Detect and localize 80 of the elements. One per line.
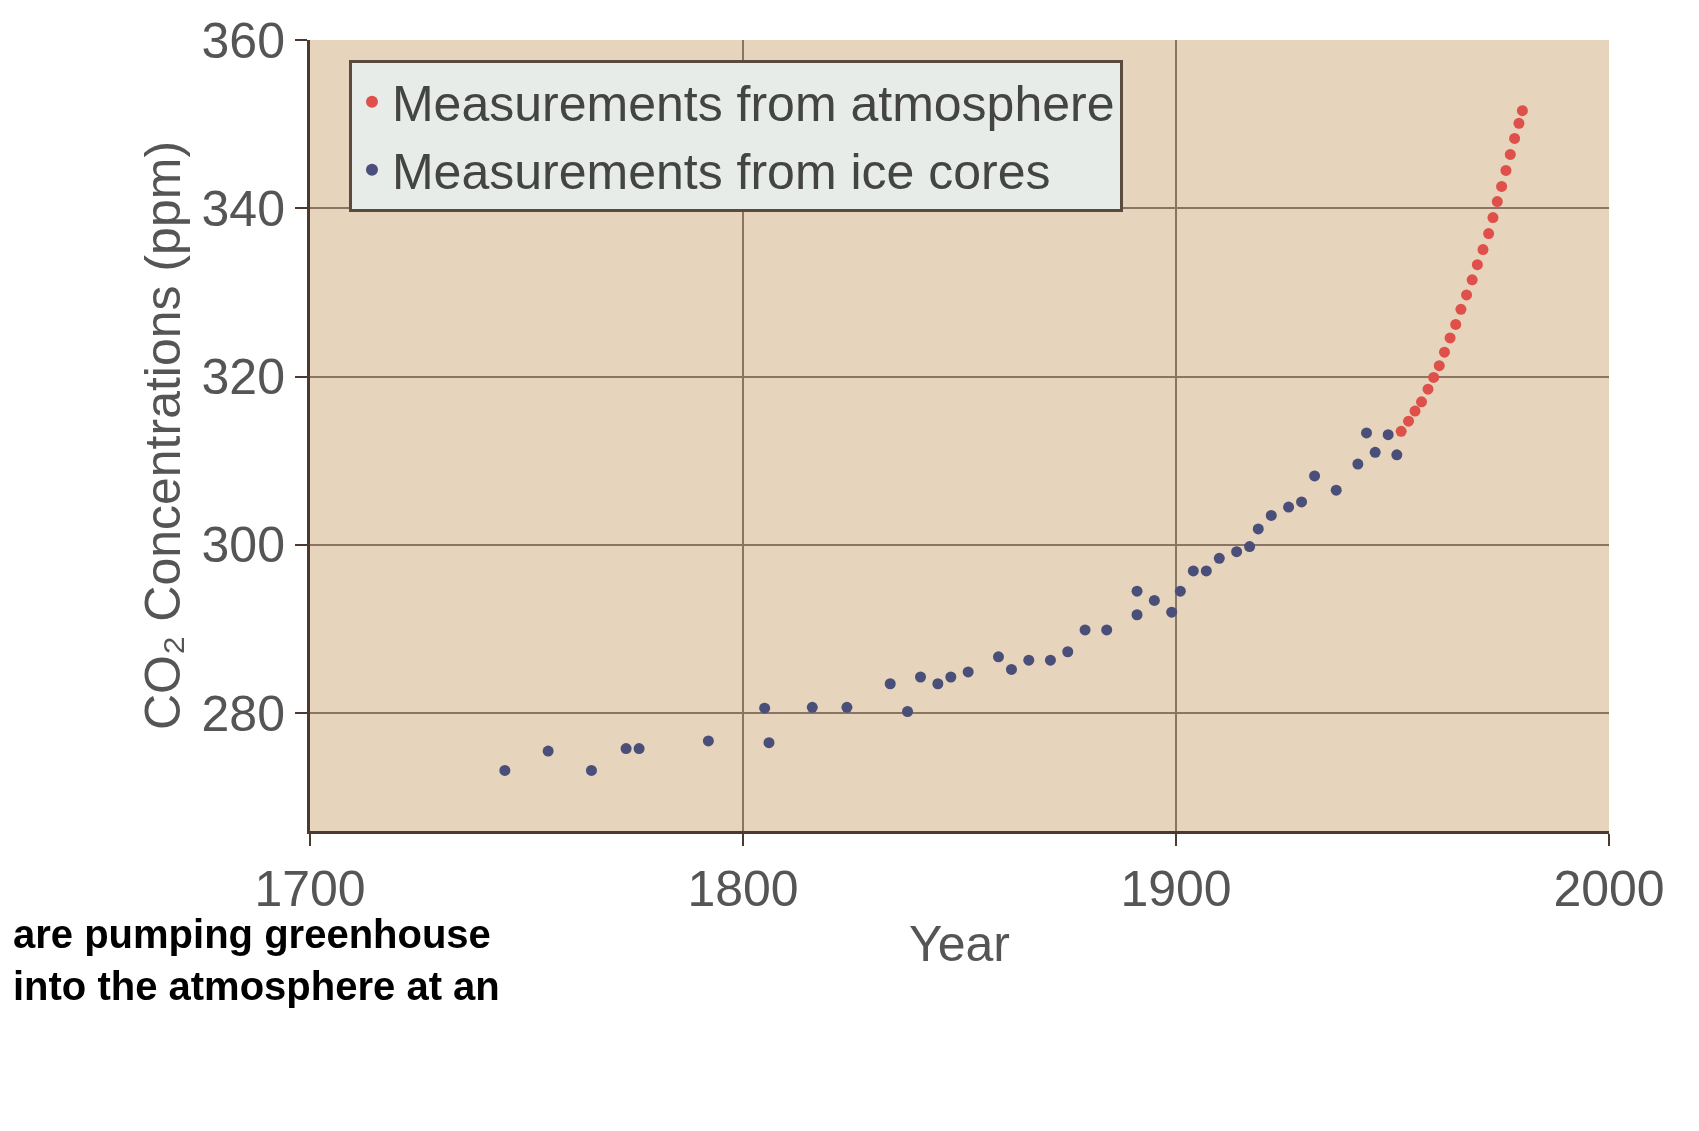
point — [1438, 346, 1450, 358]
point — [1148, 594, 1160, 606]
y-tick-label: 320 — [201, 349, 285, 406]
point — [1403, 415, 1415, 427]
point — [945, 671, 957, 683]
point — [1023, 654, 1035, 666]
point — [1187, 565, 1199, 577]
point — [1461, 289, 1473, 301]
point — [1516, 105, 1528, 117]
point — [1428, 371, 1440, 383]
x-tick-label: 1900 — [1120, 861, 1232, 917]
point — [1409, 405, 1421, 417]
point — [1330, 484, 1342, 496]
point — [962, 666, 974, 678]
legend-label: Measurements from atmosphere — [391, 76, 1115, 133]
point — [1395, 425, 1407, 437]
point — [1044, 654, 1056, 666]
point — [1079, 624, 1091, 636]
point — [1309, 470, 1321, 482]
point — [1166, 606, 1178, 618]
point — [1361, 427, 1373, 439]
y-axis-title: CO₂ Concentrations (ppm) — [134, 140, 191, 731]
y-tick-label: 280 — [201, 685, 285, 742]
point — [1444, 332, 1456, 344]
point — [1491, 196, 1503, 208]
point — [1369, 446, 1381, 458]
point — [1174, 585, 1186, 597]
x-tick-label: 1800 — [687, 861, 799, 917]
point — [1477, 244, 1489, 256]
point — [1382, 429, 1394, 441]
point — [1131, 585, 1143, 597]
y-tick-label: 340 — [201, 180, 285, 237]
point — [702, 735, 714, 747]
point — [1509, 132, 1521, 144]
point — [1513, 117, 1525, 129]
point — [1101, 624, 1113, 636]
x-tick-label: 2000 — [1553, 861, 1665, 917]
point — [1487, 212, 1499, 224]
point — [902, 706, 914, 718]
point — [763, 737, 775, 749]
y-tick-label: 360 — [201, 12, 285, 69]
point — [1296, 496, 1308, 508]
y-tick-label: 300 — [201, 517, 285, 574]
point — [585, 764, 597, 776]
point — [884, 678, 896, 690]
point — [1416, 396, 1428, 408]
point — [542, 745, 554, 757]
point — [620, 743, 632, 755]
point — [499, 764, 511, 776]
point — [1213, 552, 1225, 564]
point — [633, 743, 645, 755]
point — [1500, 164, 1512, 176]
point — [841, 701, 853, 713]
point — [1131, 609, 1143, 621]
point — [1265, 509, 1277, 521]
point — [932, 678, 944, 690]
point — [1433, 360, 1445, 372]
point — [806, 701, 818, 713]
point — [1231, 546, 1243, 558]
point — [1483, 228, 1495, 240]
point — [992, 651, 1004, 663]
point — [1496, 180, 1508, 192]
point — [1062, 646, 1074, 658]
point — [1352, 458, 1364, 470]
point — [1422, 383, 1434, 395]
point — [915, 671, 927, 683]
point — [1504, 148, 1516, 160]
point — [1200, 565, 1212, 577]
point — [1244, 541, 1256, 553]
x-axis-title: Year — [908, 915, 1011, 972]
legend-label: Measurements from ice cores — [391, 144, 1051, 201]
point — [1466, 274, 1478, 286]
point — [1252, 523, 1264, 535]
point — [1391, 449, 1403, 461]
point — [1455, 303, 1467, 315]
point — [1471, 259, 1483, 271]
point — [759, 702, 771, 714]
point — [1450, 318, 1462, 330]
point — [1005, 663, 1017, 675]
point — [1283, 501, 1295, 513]
